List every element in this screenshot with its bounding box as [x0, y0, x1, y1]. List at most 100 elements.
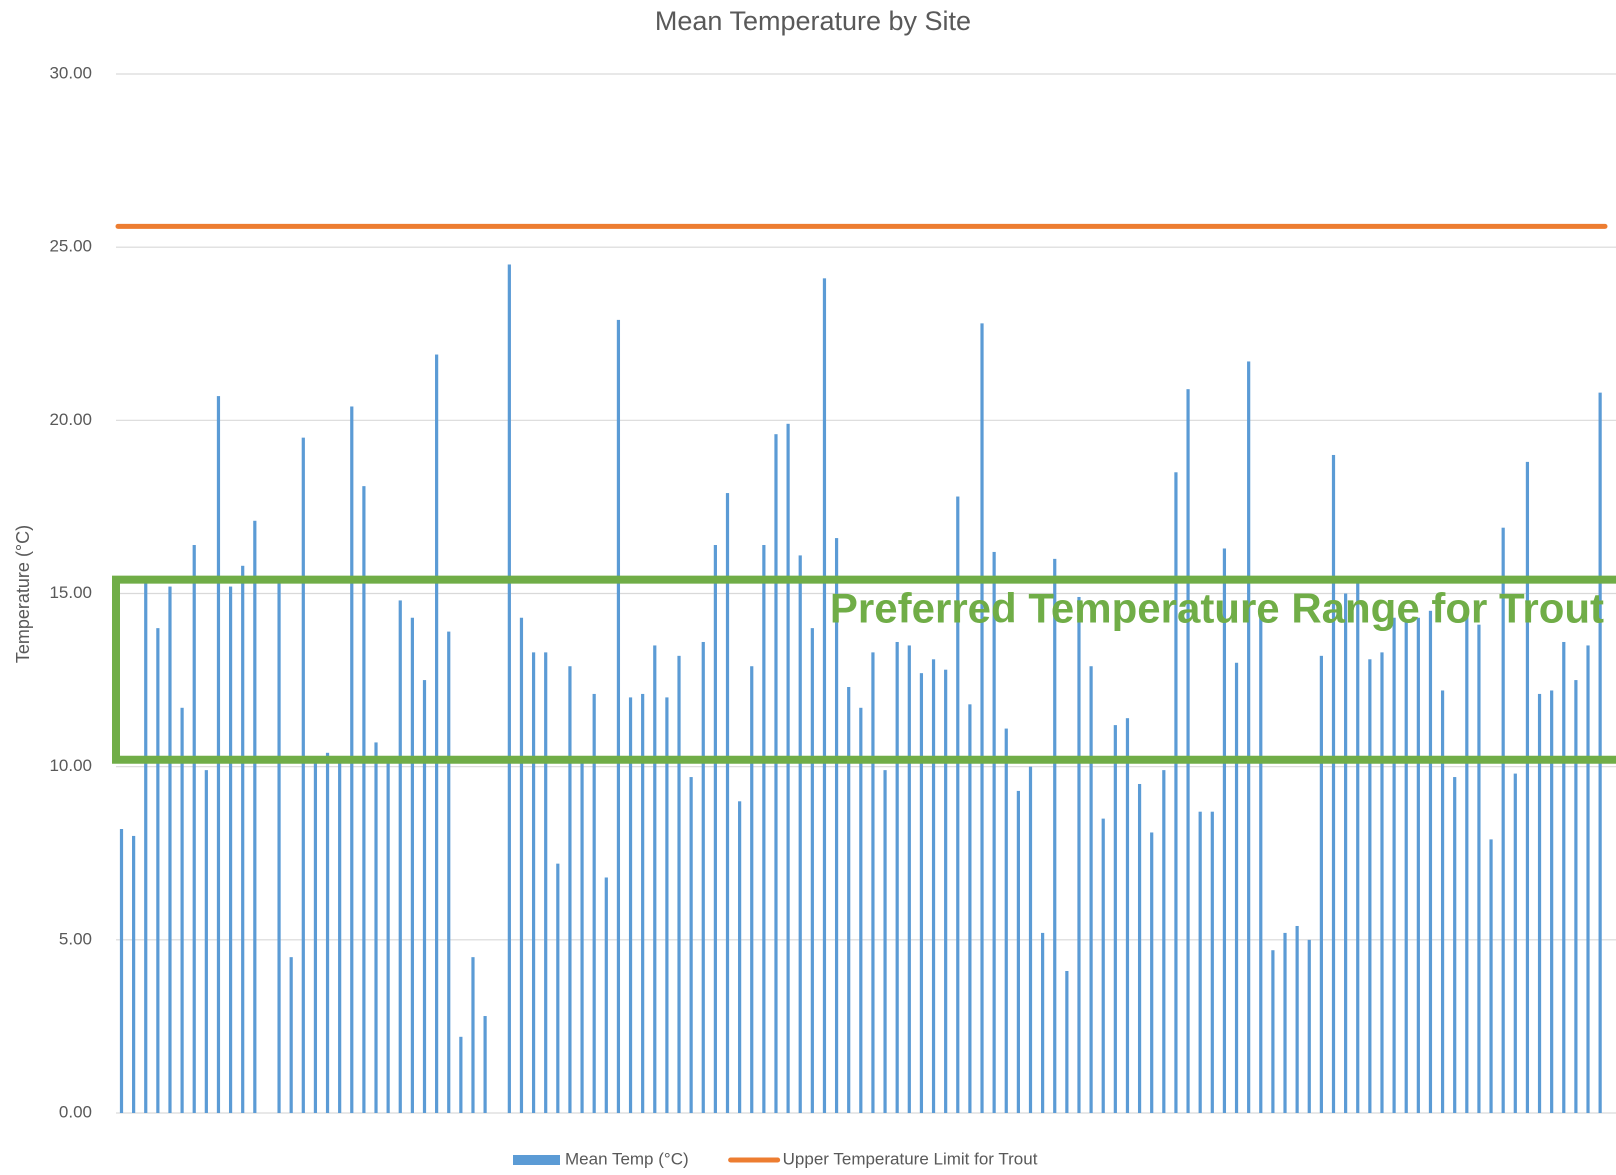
annotation-box — [112, 575, 1616, 764]
bar — [592, 693, 596, 1113]
bar — [810, 628, 814, 1113]
bar — [859, 707, 863, 1113]
bar — [1259, 610, 1263, 1113]
bar — [798, 555, 802, 1113]
bar — [1222, 548, 1227, 1113]
bar — [750, 666, 754, 1113]
bar — [1513, 773, 1517, 1113]
bar — [459, 1036, 463, 1113]
bar — [1307, 939, 1311, 1113]
legend-label: Mean Temp (°C) — [565, 1149, 689, 1168]
y-axis-label: Temperature (°C) — [13, 525, 33, 663]
bar — [1077, 596, 1081, 1113]
annotation-text: Preferred Temperature Range for Trout — [830, 585, 1604, 632]
bar — [1234, 662, 1239, 1113]
bar — [313, 756, 318, 1113]
y-tick-label: 15.00 — [49, 583, 92, 602]
bar — [1574, 680, 1578, 1113]
bar — [447, 631, 451, 1113]
y-tick-label: 0.00 — [59, 1102, 92, 1121]
bar — [1477, 624, 1481, 1113]
bar — [677, 655, 681, 1113]
bar — [1356, 579, 1360, 1113]
bar — [1428, 610, 1433, 1113]
bar — [907, 645, 911, 1113]
bar — [1065, 971, 1069, 1113]
bar — [822, 278, 827, 1113]
bar — [725, 493, 730, 1113]
bar — [544, 652, 548, 1113]
bar — [398, 600, 402, 1113]
bar — [1416, 617, 1420, 1113]
bar — [1101, 818, 1105, 1113]
bar — [241, 565, 245, 1113]
bar — [1586, 645, 1590, 1113]
bar — [192, 545, 196, 1113]
bar — [507, 264, 511, 1113]
bar — [628, 697, 633, 1113]
bar — [944, 669, 948, 1113]
bar — [410, 617, 414, 1113]
bar — [289, 957, 293, 1113]
bar — [1380, 652, 1384, 1113]
bar — [919, 673, 924, 1113]
y-tick-label: 5.00 — [59, 929, 92, 948]
bar — [1210, 811, 1214, 1113]
chart-title: Mean Temperature by Site — [655, 6, 971, 36]
bar — [1550, 690, 1554, 1113]
bar — [1004, 728, 1008, 1113]
bar — [847, 687, 851, 1113]
bar — [1053, 558, 1057, 1113]
bar — [834, 538, 839, 1113]
y-tick-label: 10.00 — [49, 756, 92, 775]
bar — [1368, 659, 1372, 1113]
bar — [568, 666, 572, 1113]
bar — [980, 323, 984, 1113]
bar — [132, 835, 136, 1113]
bar — [325, 752, 330, 1113]
bar — [277, 579, 281, 1113]
bar — [774, 434, 778, 1114]
bar — [1404, 621, 1408, 1113]
bar — [1041, 932, 1045, 1113]
bar — [895, 641, 899, 1113]
bar — [1465, 614, 1469, 1113]
legend-label: Upper Temperature Limit for Trout — [783, 1149, 1038, 1168]
y-tick-label: 25.00 — [49, 237, 92, 256]
bar — [1489, 839, 1493, 1113]
bar — [1453, 777, 1457, 1113]
bar — [689, 777, 693, 1113]
bar — [1392, 617, 1396, 1113]
bar — [1271, 950, 1275, 1113]
bar — [1501, 527, 1505, 1113]
bar — [1247, 361, 1251, 1113]
bar — [1113, 725, 1117, 1113]
bar — [641, 693, 645, 1113]
bar — [992, 551, 996, 1113]
y-tick-label: 30.00 — [49, 63, 92, 82]
bar — [338, 759, 342, 1113]
bar — [580, 759, 584, 1113]
bar — [1537, 693, 1542, 1113]
bar — [301, 437, 305, 1113]
bar — [604, 877, 608, 1113]
bar — [156, 628, 160, 1113]
bar — [422, 680, 427, 1113]
bar — [471, 957, 475, 1113]
bar — [228, 586, 233, 1113]
bar — [483, 1016, 487, 1113]
bar — [931, 659, 936, 1113]
bar — [1089, 666, 1093, 1113]
bar — [253, 520, 257, 1113]
bar — [1440, 690, 1445, 1113]
bar — [713, 545, 717, 1113]
bar — [1174, 472, 1178, 1113]
bar — [1150, 832, 1154, 1113]
bar — [1125, 718, 1130, 1113]
bar — [204, 770, 208, 1113]
bar — [762, 545, 766, 1113]
bar — [616, 319, 621, 1113]
y-tick-label: 20.00 — [49, 410, 92, 429]
bar — [216, 396, 221, 1114]
bar — [1016, 790, 1020, 1113]
